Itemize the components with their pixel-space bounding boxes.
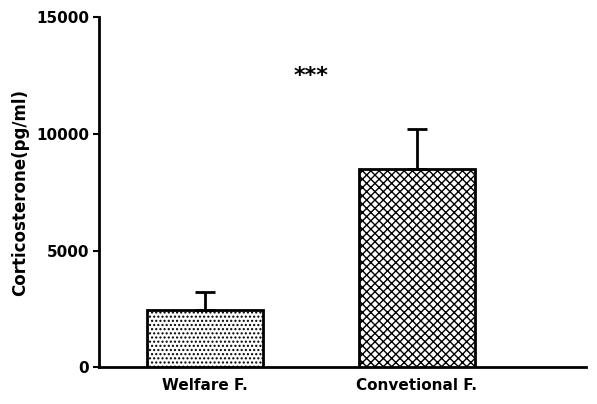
Y-axis label: Corticosterone(pg/ml): Corticosterone(pg/ml): [11, 89, 29, 296]
Bar: [147, 310, 263, 368]
Bar: [359, 169, 475, 368]
Text: ***: ***: [294, 65, 328, 86]
